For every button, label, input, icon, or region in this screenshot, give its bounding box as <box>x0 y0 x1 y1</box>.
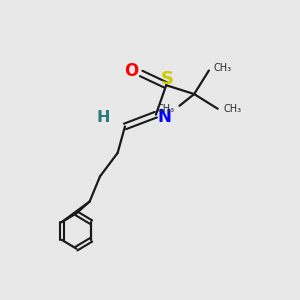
Text: CH₃: CH₃ <box>157 104 175 114</box>
Text: S: S <box>160 70 174 88</box>
Text: O: O <box>124 62 139 80</box>
Text: N: N <box>157 108 171 126</box>
Text: CH₃: CH₃ <box>213 63 231 73</box>
Text: H: H <box>96 110 110 125</box>
Text: CH₃: CH₃ <box>224 104 242 114</box>
